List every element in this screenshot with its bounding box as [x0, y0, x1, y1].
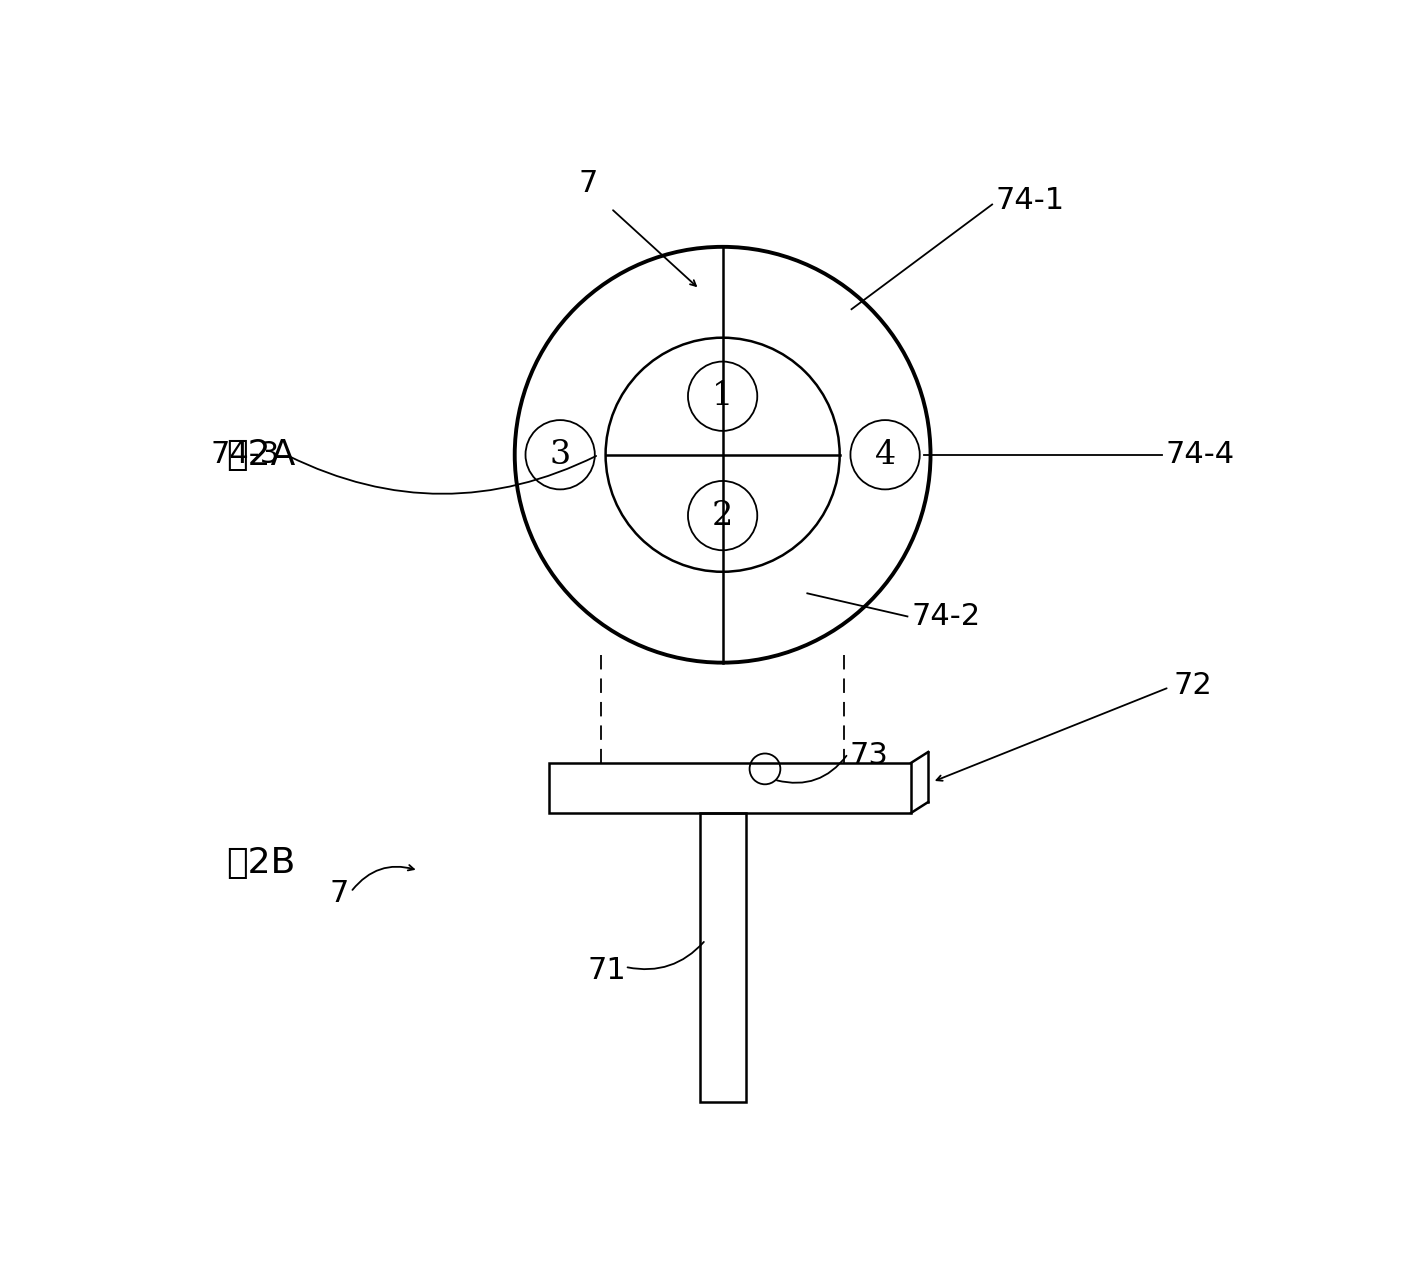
- Text: 1: 1: [712, 380, 733, 412]
- Text: 74-3: 74-3: [210, 440, 279, 470]
- Text: 7: 7: [578, 169, 598, 198]
- Text: 4: 4: [874, 439, 895, 471]
- Text: 7: 7: [330, 879, 350, 909]
- Text: 74-4: 74-4: [1166, 440, 1235, 470]
- Text: 74-1: 74-1: [995, 187, 1065, 215]
- Text: 74-2: 74-2: [911, 602, 980, 631]
- Text: 73: 73: [850, 740, 888, 770]
- Text: 图2A: 图2A: [226, 438, 295, 472]
- Text: 图2B: 图2B: [226, 846, 295, 880]
- Text: 71: 71: [588, 956, 626, 985]
- Text: 2: 2: [712, 499, 733, 532]
- Text: 72: 72: [1173, 672, 1211, 700]
- Text: 3: 3: [550, 439, 571, 471]
- Bar: [550, 763, 911, 813]
- Bar: [699, 813, 746, 1102]
